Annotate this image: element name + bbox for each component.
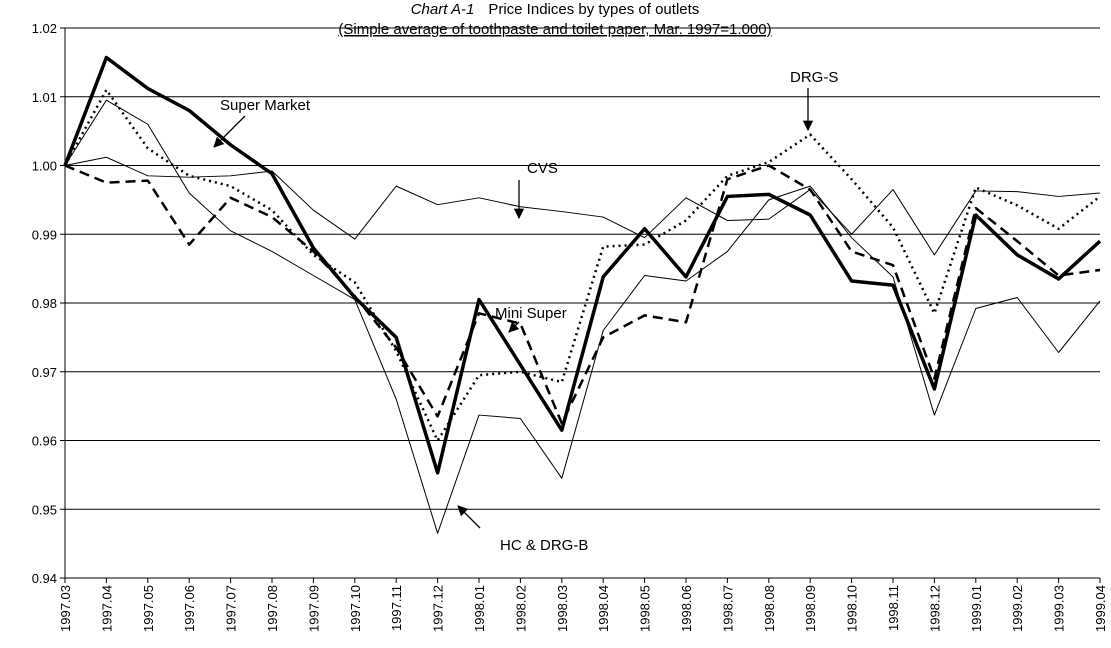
x-tick-label: 1998.03 [555,585,570,632]
series-label: Mini Super [495,305,567,322]
chart-title: Price Indices by types of outlets [488,1,699,18]
y-tick-label: 0.96 [32,434,57,449]
y-tick-label: 1.02 [32,21,57,36]
series-label: HC & DRG-B [500,537,588,554]
x-tick-label: 1997.11 [389,585,404,631]
arrow [213,115,246,148]
arrow [508,321,520,333]
y-tick-label: 0.99 [32,227,57,242]
series-line [64,99,1101,534]
annotation-arrows [213,88,814,529]
x-tick-label: 1997.07 [224,585,239,632]
series-line [63,55,1102,475]
series-line [64,156,1101,256]
x-tick-label: 1997.08 [265,585,280,632]
x-tick-label: 1997.04 [99,585,114,632]
x-tick-label: 1999.03 [1052,585,1067,632]
x-tick-label: 1999.04 [1093,585,1108,632]
y-tick-label: 0.98 [32,296,57,311]
x-tick-label: 1997.09 [306,585,321,632]
series-line [64,164,1101,425]
x-tick-label: 1998.08 [762,585,777,632]
x-tick-label: 1997.10 [348,585,363,632]
y-tick-label: 1.00 [32,159,57,174]
series-label: DRG-S [790,69,838,86]
x-tick-label: 1997.12 [431,585,446,632]
x-tick-label: 1998.04 [596,585,611,632]
x-tick-label: 1998.12 [927,585,942,632]
series-label: CVS [527,160,558,177]
x-tick-label: 1998.07 [720,585,735,632]
y-tick-label: 1.01 [32,90,57,105]
x-tick-label: 1997.06 [182,585,197,632]
y-tick-label: 0.97 [32,365,57,380]
x-tick-label: 1998.01 [472,585,487,632]
x-tick-label: 1998.09 [803,585,818,632]
x-tick-label: 1999.01 [969,585,984,632]
chart-label: Chart A-1 [411,1,475,18]
x-tick-label: 1998.10 [845,585,860,632]
x-tick-label: 1999.02 [1010,585,1025,632]
x-tick-label: 1998.11 [886,585,901,631]
series-line [63,88,1101,442]
x-tick-label: 1998.05 [638,585,653,632]
chart-title-line: Chart A-1 Price Indices by types of outle… [411,1,700,18]
x-tick-label: 1998.06 [679,585,694,632]
y-tick-label: 0.95 [32,502,57,517]
chart-subtitle: (Simple average of toothpaste and toilet… [338,21,771,38]
x-tick-label: 1997.03 [58,585,73,632]
x-tick-label: 1997.05 [141,585,156,632]
x-tick-label: 1998.02 [513,585,528,632]
series-label: Super Market [220,97,311,114]
y-tick-label: 0.94 [32,571,57,586]
